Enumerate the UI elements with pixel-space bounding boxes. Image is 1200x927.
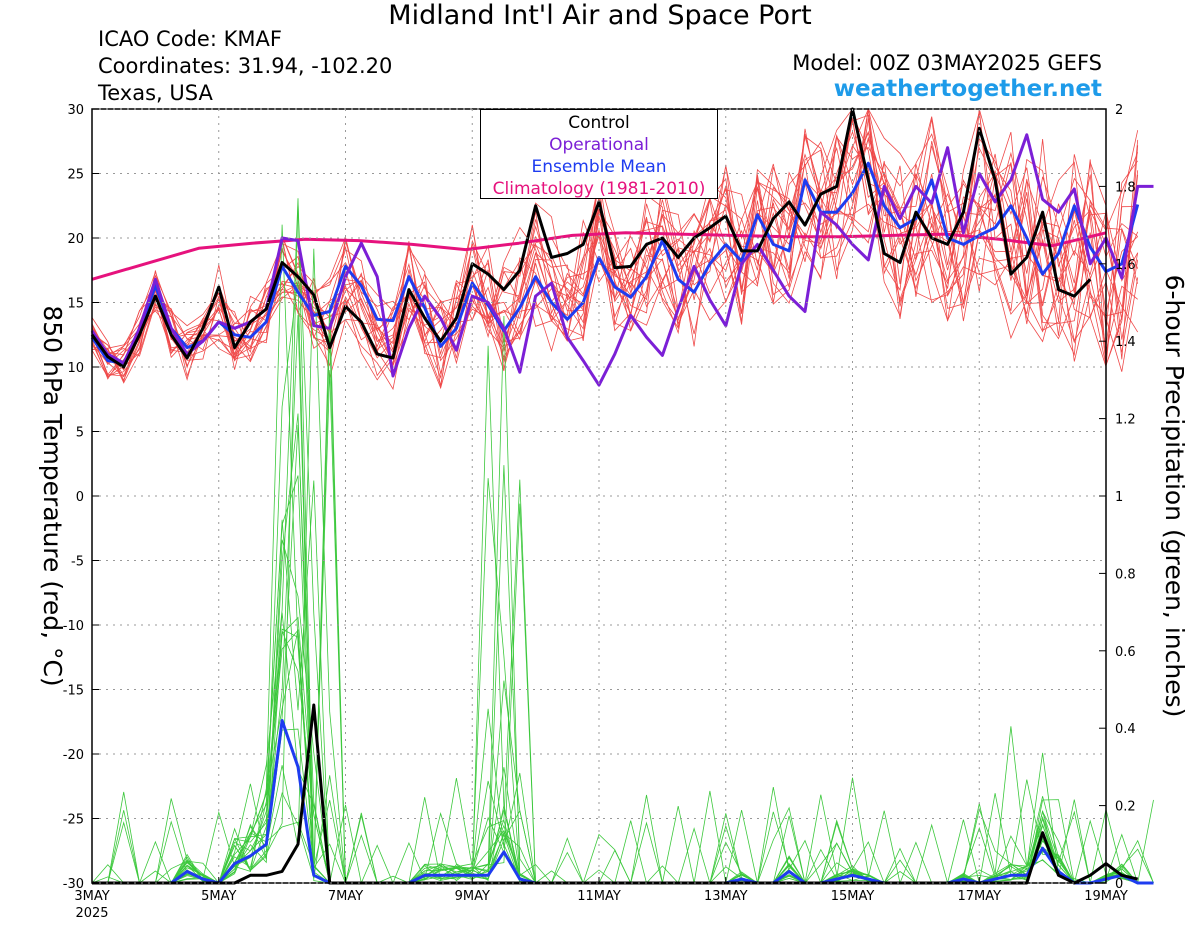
y-tick-label-right: 1.8 (1115, 180, 1136, 195)
ensemble-members (91, 107, 1154, 885)
x-tick-label: 19MAY (1084, 889, 1128, 904)
y-tick-label-right: 0.2 (1115, 800, 1136, 815)
y-tick-label-right: 1.2 (1115, 413, 1136, 428)
temp-member-line (91, 158, 1138, 378)
site-link[interactable]: weathertogether.net (833, 76, 1102, 102)
y-tick-label-left: 15 (67, 297, 84, 312)
y-tick-label-right: 0 (1115, 877, 1123, 892)
model-run: Model: 00Z 03MAY2025 GEFS (792, 51, 1102, 75)
ensemble-temp-line (90, 161, 1140, 365)
precip-member-line (92, 201, 1154, 884)
x-tick-label: 13MAY (704, 889, 748, 904)
legend-ensemble-mean: Ensemble Mean (531, 157, 667, 177)
y-tick-label-left: -10 (63, 619, 84, 634)
y-tick-label-right: 1.4 (1115, 335, 1136, 350)
temp-member-line (91, 119, 1138, 375)
x-tick-label: 3MAY (74, 889, 109, 904)
coordinates: Coordinates: 31.94, -102.20 (98, 54, 393, 78)
region: Texas, USA (98, 81, 213, 105)
precip-member-line (92, 413, 1154, 884)
y-tick-label-left: 25 (67, 168, 84, 183)
x-tick-label: 11MAY (577, 889, 621, 904)
x-tick-label: 5MAY (201, 889, 236, 904)
x-tick-year: 2025 (75, 906, 108, 921)
precip-member-line (92, 279, 1154, 884)
y-tick-label-right: 0.6 (1115, 645, 1136, 660)
precip-member-line (92, 465, 1154, 884)
precip-member-line (92, 480, 1154, 884)
y-tick-label-left: -5 (71, 555, 84, 570)
y-tick-label-left: -15 (63, 684, 84, 699)
x-tick-label: 17MAY (957, 889, 1001, 904)
legend-operational: Operational (549, 135, 649, 155)
control-temp-line (90, 107, 1092, 369)
y-tick-label-right: 1.6 (1115, 258, 1136, 273)
climatology-temp-line (91, 231, 1107, 281)
temp-member-line (91, 113, 1139, 377)
x-tick-label: 7MAY (328, 889, 363, 904)
y-tick-label-left: -20 (63, 748, 84, 763)
y-axis-title-right: 6-hour Precipitation (green, inches) (1160, 275, 1189, 718)
y-tick-label-right: 0.8 (1115, 567, 1136, 582)
y-tick-label-left: 0 (76, 490, 84, 505)
temp-member-line (91, 108, 1139, 378)
legend-climatology: Climatology (1981-2010) (492, 179, 706, 199)
precip-member-line (92, 333, 1154, 885)
chart-title: Midland Int'l Air and Space Port (388, 0, 812, 31)
y-tick-label-left: 20 (67, 232, 84, 247)
precip-member-line (91, 628, 1154, 885)
y-tick-label-left: -30 (63, 877, 84, 892)
precip-member-line (92, 479, 1154, 884)
legend-control: Control (568, 113, 630, 133)
x-tick-label: 15MAY (831, 889, 875, 904)
y-tick-label-left: 30 (67, 103, 84, 118)
series-lines (90, 107, 1154, 885)
y-tick-label-left: -25 (63, 813, 84, 828)
ensemble-precip-line (92, 719, 1154, 885)
precip-member-line (92, 345, 1154, 884)
y-tick-label-left: 10 (67, 361, 84, 376)
icao-code: ICAO Code: KMAF (98, 27, 282, 51)
temp-member-line (91, 107, 1139, 390)
y-tick-label-left: 5 (76, 426, 84, 441)
legend: Control Operational Ensemble Mean Climat… (480, 109, 718, 199)
temp-member-line (91, 108, 1138, 381)
precip-member-line (92, 478, 1154, 884)
y-axis-title-left: 850 hPa Temperature (red, °C) (38, 305, 67, 686)
temp-member-line (91, 108, 1139, 387)
y-tick-label-right: 1 (1115, 490, 1123, 505)
y-tick-label-right: 0.4 (1115, 722, 1136, 737)
y-tick-label-right: 2 (1115, 103, 1123, 118)
x-tick-label: 9MAY (455, 889, 490, 904)
precip-member-line (92, 314, 1154, 884)
precip-member-line (92, 728, 1154, 884)
